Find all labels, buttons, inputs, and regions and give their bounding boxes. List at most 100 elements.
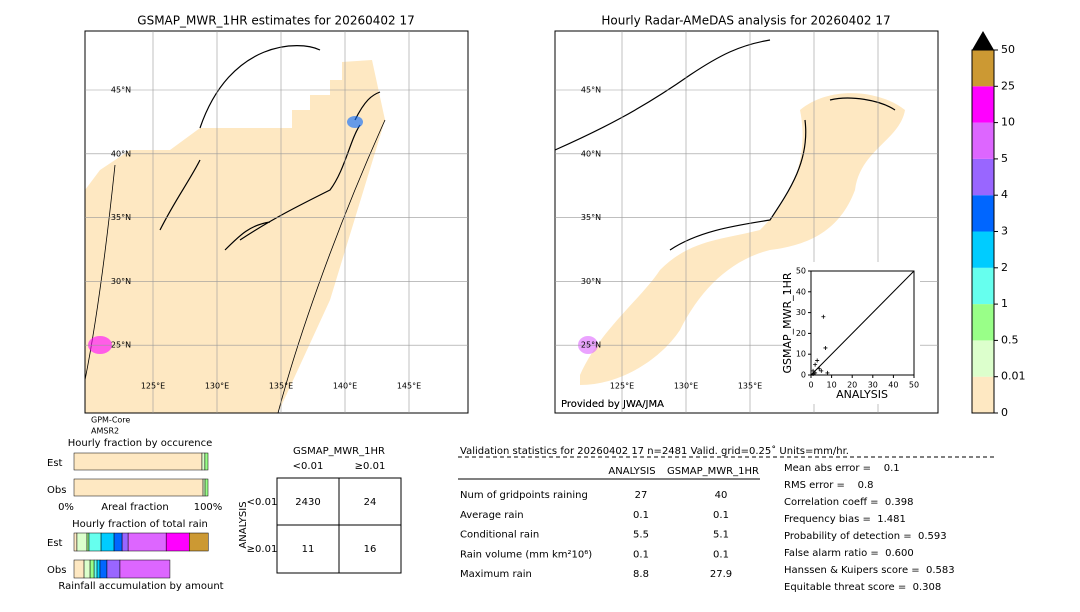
- x-tick-label: 0: [808, 381, 813, 390]
- stat-value: 8.8: [633, 569, 649, 580]
- validation-title: Validation statistics for 20260402 17 n=…: [460, 445, 849, 457]
- stat-value: 0.1: [633, 549, 649, 560]
- fraction-segment: [93, 559, 98, 579]
- lat-label: 30°N: [111, 277, 131, 286]
- colorbar-segment: [972, 195, 994, 232]
- sensor-label: AMSR2: [91, 427, 119, 436]
- fraction-segment: [89, 559, 95, 579]
- lat-label: 35°N: [581, 213, 601, 222]
- lat-label: 40°N: [581, 149, 601, 158]
- y-tick-label: 30: [796, 308, 806, 317]
- stat-label: Num of gridpoints raining: [460, 490, 588, 501]
- x-tick-label: 30: [868, 381, 878, 390]
- fraction-segment: [165, 532, 190, 552]
- axis-label: 100%: [194, 502, 223, 513]
- axis-label: 0%: [58, 502, 74, 513]
- scatter-point: [817, 366, 822, 371]
- lat-label: 25°N: [111, 341, 131, 350]
- score: RMS error = 0.8: [784, 480, 874, 491]
- x-tick-label: 50: [909, 381, 919, 390]
- lat-label: 40°N: [111, 149, 131, 158]
- fraction-segment: [73, 478, 204, 497]
- scatter-point: [813, 362, 818, 367]
- stat-label: Rain volume (mm km²10⁶): [460, 549, 592, 560]
- y-axis-label: GSMAP_MWR_1HR: [781, 272, 794, 373]
- stat-value: 0.1: [713, 510, 729, 521]
- score: Frequency bias = 1.481: [784, 514, 906, 525]
- y-tick-label: 0: [801, 371, 806, 380]
- score: Equitable threat score = 0.308: [784, 582, 941, 593]
- panel-footer: Rainfall accumulation by amount: [58, 581, 223, 592]
- stat-value: 27: [635, 490, 648, 501]
- col-label: <0.01: [293, 461, 324, 472]
- colorbar-label: 2: [1001, 261, 1008, 274]
- lon-label: 145°E: [397, 382, 421, 391]
- panel-title: Hourly fraction by occurence: [68, 438, 212, 449]
- colorbar-label: 3: [1001, 225, 1008, 238]
- swath-edge: [84, 119, 386, 414]
- fraction-segment: [113, 532, 123, 552]
- lat-label: 45°N: [581, 86, 601, 95]
- lon-label: 140°E: [333, 382, 357, 391]
- stat-value: 0.1: [713, 549, 729, 560]
- diagonal: [810, 270, 915, 376]
- left-map: [84, 30, 469, 414]
- row-label: Obs: [47, 565, 66, 576]
- cell: 2430: [295, 497, 320, 508]
- fraction-segment: [202, 478, 206, 497]
- lon-label: 125°E: [141, 382, 165, 391]
- colorbar-segment: [972, 340, 994, 377]
- fraction-segment: [121, 532, 129, 552]
- swath: [85, 60, 385, 413]
- row-label: Est: [47, 458, 63, 469]
- scatter-point: [811, 371, 816, 376]
- colorbar-segment: [972, 86, 994, 123]
- stat-value: 5.5: [633, 530, 649, 541]
- fraction-segment: [73, 559, 85, 579]
- fraction-segment: [96, 559, 101, 579]
- sensor-label: GPM-Core: [91, 416, 130, 425]
- colorbar-segment: [972, 50, 994, 87]
- row-label: <0.01: [247, 497, 278, 508]
- scatter-point: [815, 358, 820, 363]
- lon-label: 135°E: [738, 382, 762, 391]
- colorbar-label: 0.01: [1001, 370, 1026, 383]
- lat-label: 45°N: [111, 86, 131, 95]
- credit: Provided by JWA/JMA: [561, 399, 664, 410]
- score: Mean abs error = 0.1: [784, 463, 900, 474]
- stat-value: 5.1: [713, 530, 729, 541]
- y-tick-label: 10: [796, 350, 806, 359]
- colorbar-segment: [972, 231, 994, 268]
- fraction-segment: [88, 532, 102, 552]
- colorbar-label: 0.5: [1001, 333, 1019, 346]
- fraction-segment: [86, 532, 90, 552]
- stat-label: Maximum rain: [460, 569, 532, 580]
- cell: 16: [364, 544, 377, 555]
- stat-label: Average rain: [460, 510, 524, 521]
- scatter-point: [813, 370, 818, 375]
- x-tick-label: 40: [888, 381, 898, 390]
- y-tick-label: 50: [796, 267, 806, 276]
- x-tick-label: 10: [827, 381, 837, 390]
- colorbar-extend: [972, 31, 994, 50]
- cell: 24: [364, 497, 377, 508]
- fraction-segment: [201, 452, 206, 471]
- scatter-point: [825, 370, 830, 375]
- colorbar-segment: [972, 304, 994, 341]
- colorbar-label: 0: [1001, 406, 1008, 419]
- colorbar-segment: [972, 376, 994, 413]
- col-label: ≥0.01: [355, 461, 386, 472]
- coastline: [159, 45, 381, 251]
- col-header: GSMAP_MWR_1HR: [667, 466, 759, 477]
- lon-label: 130°E: [205, 382, 229, 391]
- analysis-area: [580, 93, 905, 385]
- x-axis-label: ANALYSIS: [836, 388, 888, 401]
- colorbar-label: 10: [1001, 116, 1015, 129]
- colorbar-segment: [972, 267, 994, 305]
- lat-label: 35°N: [111, 213, 131, 222]
- fraction-segment: [83, 559, 91, 579]
- lon-label: 135°E: [269, 382, 293, 391]
- fraction-segment: [127, 532, 167, 552]
- fraction-segment: [73, 452, 203, 471]
